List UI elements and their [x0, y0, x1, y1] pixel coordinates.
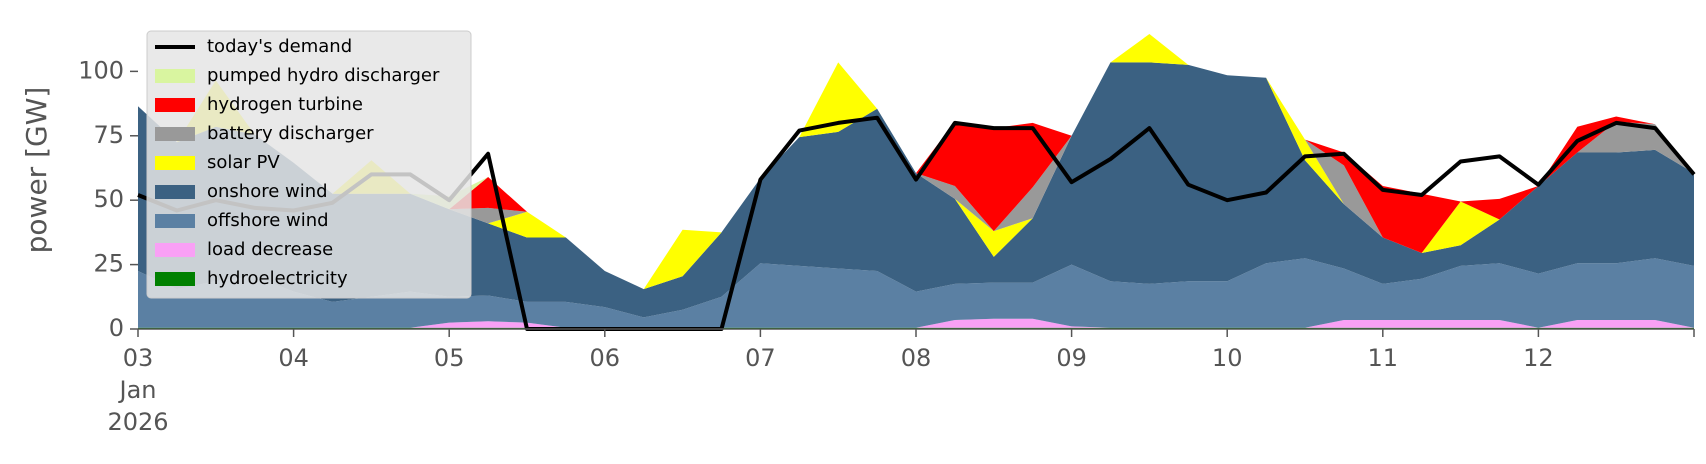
legend: today's demand pumped hydro discharger hyd… [146, 30, 472, 299]
legend-swatch [155, 156, 195, 170]
legend-swatch [155, 243, 195, 257]
y-tick-label: 0 [109, 314, 124, 342]
x-tick-label: 08 [901, 344, 932, 372]
y-tick-label: 100 [78, 56, 124, 84]
area [138, 258, 1694, 328]
legend-label: battery discharger [207, 123, 374, 144]
legend-box [146, 30, 472, 299]
legend-label: hydrogen turbine [207, 94, 363, 115]
legend-swatch [155, 98, 195, 112]
area [138, 62, 1694, 318]
y-tick-label: 25 [93, 250, 124, 278]
y-axis-label: power [GW] [20, 87, 53, 254]
y-tick-label: 50 [93, 185, 124, 213]
y-tick-label: 75 [93, 121, 124, 149]
legend-label: offshore wind [207, 210, 329, 231]
x-tick-label: 11 [1368, 344, 1399, 372]
legend-swatch [155, 214, 195, 228]
legend-swatch [155, 272, 195, 286]
legend-label: onshore wind [207, 181, 328, 202]
legend-label: solar PV [207, 152, 280, 173]
x-tick-sublabel: 2026 [107, 408, 168, 436]
area [138, 34, 1694, 290]
legend-swatch [155, 69, 195, 83]
legend-swatch [155, 185, 195, 199]
x-tick-label: 05 [434, 344, 465, 372]
x-tick-label: 10 [1212, 344, 1243, 372]
x-tick-label: 06 [590, 344, 621, 372]
legend-label: pumped hydro discharger [207, 65, 440, 86]
x-tick-label: 04 [278, 344, 309, 372]
legend-label: hydroelectricity [207, 268, 348, 289]
legend-label: load decrease [207, 239, 333, 260]
legend-swatch [155, 127, 195, 141]
x-tick-sublabel: Jan [118, 376, 157, 404]
x-tick-label: 07 [745, 344, 776, 372]
x-tick-label: 12 [1523, 344, 1554, 372]
legend-label: today's demand [207, 36, 352, 57]
x-tick-label: 03 [123, 344, 154, 372]
x-tick-label: 09 [1056, 344, 1087, 372]
